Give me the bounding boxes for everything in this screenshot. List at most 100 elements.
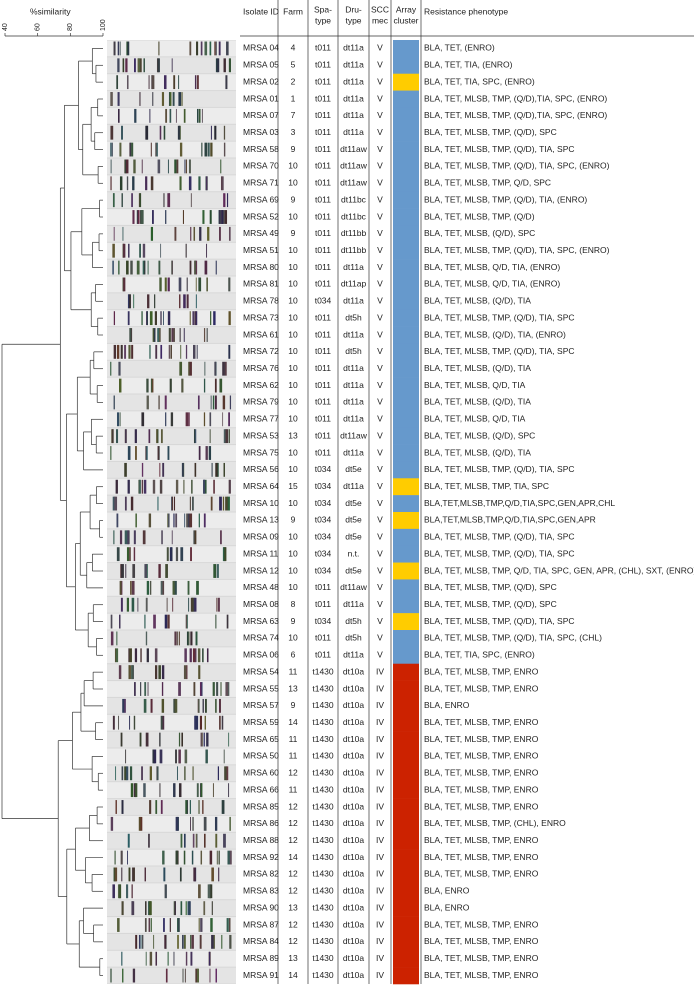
gel-band — [134, 58, 136, 73]
gel-band — [190, 193, 192, 208]
gel-band — [180, 547, 184, 562]
cell: t011 — [315, 447, 331, 457]
gel-band — [119, 884, 122, 899]
gel-band — [160, 715, 163, 730]
cell: BLA, TET, MLSB, TMP, ENRO — [424, 970, 539, 980]
gel-band — [204, 715, 206, 730]
cell: MRSA 88 — [243, 835, 279, 845]
gel-band — [126, 530, 129, 545]
cell: V — [377, 211, 383, 221]
gel-band — [163, 867, 166, 882]
cell: 9 — [291, 144, 296, 154]
gel-band — [186, 665, 188, 680]
cell: dt11a — [343, 650, 364, 660]
cell: MRSA 72 — [243, 346, 279, 356]
gel-band — [112, 429, 114, 444]
cell: dt10a — [343, 970, 365, 980]
cell: MRSA 07 — [243, 110, 279, 120]
gel-band — [144, 867, 146, 882]
gel-band — [142, 260, 146, 275]
gel-band — [197, 968, 199, 983]
gel-band — [215, 41, 217, 56]
array-cluster — [393, 90, 419, 108]
gel-band — [196, 41, 199, 56]
gel-band — [126, 547, 129, 562]
gel-band — [154, 294, 156, 309]
gel-band — [155, 142, 157, 157]
gel-band — [189, 513, 193, 528]
gel-band — [192, 496, 194, 511]
cell: t011 — [315, 262, 331, 272]
gel-band — [127, 311, 130, 326]
array-cluster — [393, 461, 419, 479]
gel-band — [182, 968, 184, 983]
cell: 10 — [288, 346, 298, 356]
cell: MRSA 51 — [243, 245, 279, 255]
gel-band — [122, 698, 125, 713]
gel-band — [219, 226, 221, 241]
gel-band — [139, 193, 142, 208]
cell: 10 — [288, 380, 298, 390]
cell: dt11a — [343, 599, 364, 609]
cell: t011 — [315, 650, 331, 660]
gel-band — [152, 749, 155, 764]
gel-band — [142, 530, 146, 545]
gel-band — [221, 800, 225, 814]
gel-band — [149, 344, 151, 359]
gel-lane — [107, 74, 236, 91]
gel-band — [173, 951, 175, 966]
gel-band — [171, 496, 173, 511]
cell: MRSA 86 — [243, 818, 279, 828]
cell: dt11a — [343, 363, 364, 373]
gel-band — [185, 344, 188, 359]
cell: MRSA 53 — [243, 430, 279, 440]
gel-band — [127, 833, 130, 848]
cell: BLA, TET, MLSB, TMP, ENRO — [424, 936, 539, 946]
gel-band — [161, 682, 164, 696]
gel-band — [189, 648, 192, 663]
gel-band — [155, 344, 158, 359]
array-cluster — [393, 545, 419, 563]
cell: dt5h — [345, 346, 362, 356]
gel-band — [192, 766, 194, 781]
gel-band — [184, 968, 186, 983]
gel-band — [170, 412, 174, 427]
gel-band — [131, 597, 135, 612]
cell: 10 — [288, 279, 298, 289]
cell: dt11aw — [340, 178, 368, 188]
cell: MRSA 04 — [243, 43, 279, 53]
gel-lane — [107, 765, 236, 782]
gel-band — [173, 328, 175, 342]
cell: BLA,TET,MLSB,TMP,Q/D,TIA,SPC,GEN,APR,CHL — [424, 498, 615, 508]
gel-band — [205, 446, 208, 460]
gel-band — [164, 884, 167, 899]
gel-band — [210, 496, 213, 511]
gel-band — [199, 934, 202, 949]
gel-band — [130, 260, 133, 275]
gel-band — [198, 698, 200, 713]
gel-band — [183, 108, 186, 123]
array-cluster — [393, 663, 419, 681]
gel-band — [194, 530, 197, 545]
cell: t1430 — [312, 970, 334, 980]
gel-band — [120, 732, 123, 747]
gel-band — [215, 614, 217, 629]
gel-band — [209, 41, 212, 56]
array-cluster — [393, 444, 419, 462]
gel-band — [150, 176, 154, 191]
gel-band — [145, 951, 147, 966]
gel-band — [215, 58, 219, 73]
gel-band — [140, 934, 142, 949]
cell: t1430 — [312, 953, 334, 963]
gel-band — [112, 715, 115, 730]
column-header: Resistance phenotype — [424, 6, 508, 16]
gel-band — [206, 328, 208, 342]
gel-lane — [107, 714, 236, 731]
gel-band — [196, 783, 199, 798]
cell: IV — [376, 852, 384, 862]
cell: MRSA 84 — [243, 936, 279, 946]
gel-band — [129, 648, 132, 663]
gel-band — [167, 446, 170, 460]
gel-band — [157, 58, 160, 73]
gel-band — [136, 260, 140, 275]
